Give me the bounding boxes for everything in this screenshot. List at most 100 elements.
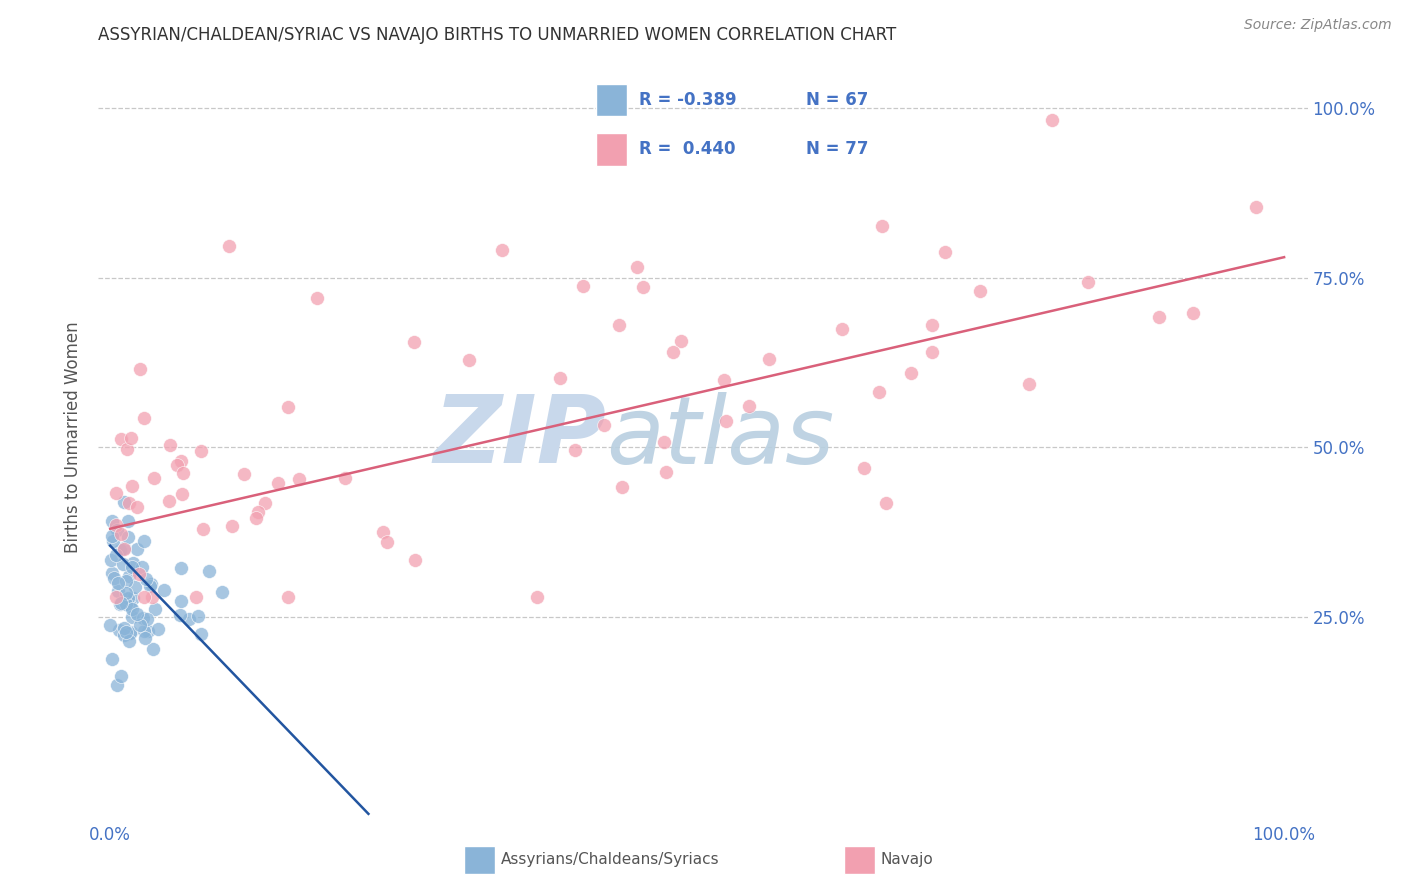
Point <box>218 239 240 253</box>
Point <box>112 628 135 642</box>
Point <box>117 530 139 544</box>
Point <box>184 590 207 604</box>
Point <box>190 627 212 641</box>
Point <box>110 526 132 541</box>
Point <box>371 525 394 540</box>
Point <box>105 590 128 604</box>
Point <box>159 438 181 452</box>
Point <box>662 345 685 359</box>
Point <box>758 351 780 366</box>
Point <box>172 467 194 481</box>
Point <box>121 591 143 606</box>
Point <box>526 590 548 604</box>
Point <box>1147 310 1170 324</box>
Point <box>136 624 159 639</box>
Point <box>141 590 163 604</box>
Text: N = 77: N = 77 <box>806 141 869 159</box>
Point <box>121 478 143 492</box>
Point <box>738 399 761 413</box>
Point <box>146 622 169 636</box>
Point <box>402 334 425 349</box>
Point <box>128 566 150 581</box>
Point <box>108 543 131 558</box>
Point <box>105 523 128 537</box>
Point <box>277 400 299 414</box>
Text: Navajo: Navajo <box>880 853 934 867</box>
Point <box>626 260 648 274</box>
Point <box>277 590 299 604</box>
Point <box>115 586 138 600</box>
Text: atlas: atlas <box>606 392 835 483</box>
Point <box>169 561 191 575</box>
Point <box>714 414 737 428</box>
Point <box>166 458 188 472</box>
Point <box>287 473 309 487</box>
Point <box>852 460 875 475</box>
Point <box>607 318 630 332</box>
Point <box>136 611 159 625</box>
Point <box>103 571 125 585</box>
Point <box>1018 376 1040 391</box>
Point <box>125 607 148 621</box>
Point <box>875 496 897 510</box>
Text: R =  0.440: R = 0.440 <box>640 141 735 159</box>
Point <box>152 582 174 597</box>
Point <box>631 280 654 294</box>
Point <box>572 279 595 293</box>
Point <box>134 590 156 604</box>
Point <box>120 624 142 639</box>
Point <box>610 480 633 494</box>
Point <box>169 607 191 622</box>
Point <box>253 496 276 510</box>
Point <box>129 361 152 376</box>
Text: ASSYRIAN/CHALDEAN/SYRIAC VS NAVAJO BIRTHS TO UNMARRIED WOMEN CORRELATION CHART: ASSYRIAN/CHALDEAN/SYRIAC VS NAVAJO BIRTH… <box>98 26 897 44</box>
Point <box>100 528 122 542</box>
Point <box>134 410 156 425</box>
Point <box>142 642 165 657</box>
Text: Source: ZipAtlas.com: Source: ZipAtlas.com <box>1244 18 1392 32</box>
Point <box>550 371 572 385</box>
Point <box>101 652 124 666</box>
Point <box>221 519 243 533</box>
Point <box>121 601 143 615</box>
Point <box>375 534 398 549</box>
Point <box>131 559 153 574</box>
Point <box>305 291 328 305</box>
Point <box>333 471 356 485</box>
Point <box>1077 276 1099 290</box>
Point <box>131 611 153 625</box>
Point <box>105 486 128 500</box>
Point <box>112 622 135 636</box>
Point <box>190 444 212 458</box>
Point <box>139 577 162 591</box>
Point <box>564 443 586 458</box>
Point <box>124 580 146 594</box>
Point <box>1244 200 1267 214</box>
Point <box>100 552 122 566</box>
Point <box>211 585 233 599</box>
Point <box>112 541 135 555</box>
Point <box>108 623 131 637</box>
Point <box>120 626 142 640</box>
Point <box>110 432 132 446</box>
Point <box>157 494 180 508</box>
Point <box>197 565 219 579</box>
Point <box>132 624 155 639</box>
Point <box>143 470 166 484</box>
Text: ZIP: ZIP <box>433 391 606 483</box>
Point <box>118 599 141 614</box>
Point <box>457 353 479 368</box>
Point <box>105 518 128 533</box>
Point <box>143 602 166 616</box>
FancyBboxPatch shape <box>596 134 627 166</box>
Point <box>246 505 269 519</box>
Point <box>713 373 735 387</box>
Point <box>114 624 136 639</box>
Point <box>191 522 214 536</box>
Point <box>491 243 513 257</box>
Text: R = -0.389: R = -0.389 <box>640 91 737 109</box>
Point <box>934 245 956 260</box>
Point <box>245 511 267 525</box>
Point <box>127 500 149 514</box>
Point <box>671 334 693 348</box>
